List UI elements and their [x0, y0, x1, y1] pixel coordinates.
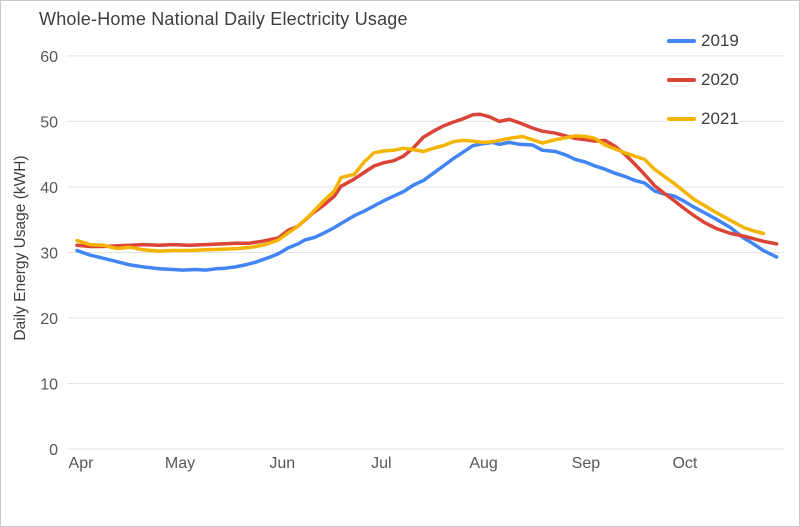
series-line-2019	[75, 140, 779, 272]
legend-item-2020[interactable]: 2020	[667, 69, 739, 91]
y-tick-label-40: 40	[40, 180, 58, 197]
x-tick-label-Oct: Oct	[672, 455, 697, 472]
legend-swatch-2019-icon	[667, 39, 696, 43]
legend-item-2019[interactable]: 2019	[667, 30, 739, 52]
legend-label-2019: 2019	[701, 31, 739, 50]
series-line-2021	[75, 134, 766, 253]
x-tick-label-May: May	[165, 455, 195, 472]
y-tick-label-60: 60	[40, 49, 58, 66]
y-tick-label-50: 50	[40, 114, 58, 131]
y-tick-label-30: 30	[40, 245, 58, 262]
x-tick-label-Jun: Jun	[269, 455, 295, 472]
x-tick-label-Aug: Aug	[469, 455, 497, 472]
series-line-2020	[75, 112, 779, 249]
y-tick-label-10: 10	[40, 376, 58, 393]
legend-label-2020: 2020	[701, 70, 739, 89]
x-tick-label-Apr: Apr	[69, 455, 95, 472]
legend-label-2021: 2021	[701, 109, 739, 128]
x-tick-label-Jul: Jul	[371, 455, 391, 472]
legend-swatch-2021-icon	[667, 117, 696, 121]
legend-swatch-2020-icon	[667, 78, 696, 82]
y-tick-label-20: 20	[40, 311, 58, 328]
chart-title: Whole-Home National Daily Electricity Us…	[39, 9, 408, 29]
x-tick-label-Sep: Sep	[572, 455, 601, 472]
legend-item-2021[interactable]: 2021	[667, 108, 739, 130]
chart-legend: 2019 2020 2021	[667, 30, 739, 147]
y-tick-label-0: 0	[49, 442, 58, 459]
